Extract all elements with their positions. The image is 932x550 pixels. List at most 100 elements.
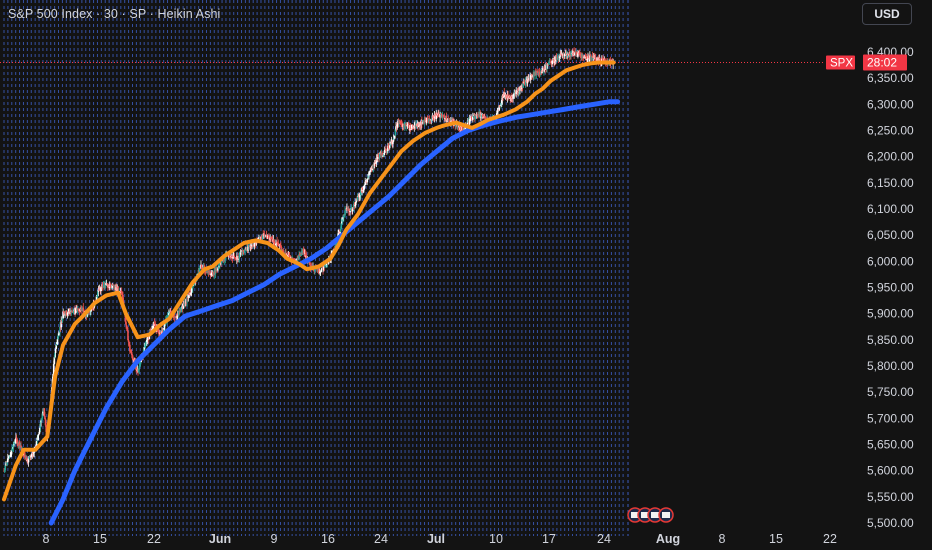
candle-body xyxy=(153,322,156,326)
candle-body xyxy=(358,196,361,198)
candle-body xyxy=(32,452,35,454)
candle-body xyxy=(445,115,448,121)
candle-body xyxy=(320,268,323,271)
candle-body xyxy=(513,93,516,95)
candle-body xyxy=(219,263,221,267)
candle-body xyxy=(348,208,350,212)
currency-button[interactable]: USD xyxy=(862,3,912,25)
candle-body xyxy=(158,329,160,334)
candle-body xyxy=(548,61,550,65)
candle-body xyxy=(122,294,124,302)
candle-body xyxy=(117,287,120,293)
candle-body xyxy=(541,71,543,73)
time-tick-label: 24 xyxy=(374,532,388,546)
candle-body xyxy=(344,210,346,216)
candle-body xyxy=(57,333,60,336)
candle-body xyxy=(474,114,477,119)
candle-body xyxy=(287,255,289,257)
candle-body xyxy=(601,58,603,62)
candle-body xyxy=(73,311,75,313)
candle-body xyxy=(145,342,148,346)
candle-body xyxy=(132,358,134,360)
candle-body xyxy=(433,114,436,119)
candle-body xyxy=(62,311,64,319)
candle-body xyxy=(568,53,571,56)
candle-body xyxy=(455,125,457,127)
candle-body xyxy=(366,178,369,180)
candle-body xyxy=(340,223,343,230)
candle-body xyxy=(167,314,170,316)
candle-body xyxy=(187,294,190,298)
candle-body xyxy=(324,264,326,267)
candle-body xyxy=(56,344,58,346)
candle-body xyxy=(298,254,301,256)
candle-body xyxy=(392,141,394,145)
candle-body xyxy=(190,289,193,293)
candle-body xyxy=(383,153,385,155)
candle-body xyxy=(66,314,68,316)
candle-body xyxy=(309,262,311,265)
price-tick-label: 6,150.00 xyxy=(867,176,914,190)
candle-body xyxy=(593,56,596,59)
time-axis[interactable]: 8 15 22 Jun 9 16 24 Jul 10 17 24 Aug 8 15 22 xyxy=(43,532,837,546)
candle-body xyxy=(480,116,482,118)
event-flags[interactable] xyxy=(627,507,674,523)
candle-body xyxy=(9,455,12,457)
candle-body xyxy=(116,287,119,292)
candle-body xyxy=(586,59,589,61)
candle-body xyxy=(243,251,246,253)
candle-body xyxy=(578,53,581,55)
candle-body xyxy=(482,114,484,117)
candle-body xyxy=(229,254,231,256)
candle-body xyxy=(403,125,406,128)
candle-body xyxy=(199,268,202,270)
candle-body xyxy=(113,284,115,288)
price-tick-label: 5,800.00 xyxy=(867,359,914,373)
candle-body xyxy=(496,111,499,114)
candle-body xyxy=(447,119,450,121)
candle-body xyxy=(352,207,355,209)
candle-body xyxy=(137,369,140,372)
candle-body xyxy=(300,254,302,256)
candle-body xyxy=(100,287,102,292)
candle-body xyxy=(573,52,576,55)
candle-body xyxy=(515,91,518,94)
candle-body xyxy=(129,344,131,352)
candle-body xyxy=(244,249,246,252)
candle-body xyxy=(556,58,558,60)
candle-body xyxy=(217,268,219,271)
candle-body xyxy=(44,419,47,426)
candle-body xyxy=(11,447,13,451)
candle-body xyxy=(86,314,89,316)
candle-body xyxy=(130,352,133,356)
price-tick-label: 5,700.00 xyxy=(867,411,914,425)
candle-body xyxy=(563,54,566,56)
candle-body xyxy=(270,237,273,239)
candle-body xyxy=(37,433,40,436)
candle-body xyxy=(300,252,303,255)
candle-body xyxy=(102,285,105,288)
candle-body xyxy=(443,115,445,118)
price-tag-countdown: 28:02 xyxy=(867,55,897,69)
candle-body xyxy=(512,95,514,99)
candle-body xyxy=(385,149,387,151)
candle-body xyxy=(457,124,460,127)
candle-body xyxy=(59,326,61,333)
candle-body xyxy=(95,296,98,301)
candle-body xyxy=(511,96,513,99)
candle-body xyxy=(588,58,591,60)
candle-body xyxy=(524,81,527,85)
candle-body xyxy=(558,57,560,60)
candle-body xyxy=(301,252,304,254)
candle-body xyxy=(424,119,427,121)
candle-body xyxy=(260,237,263,239)
candle-body xyxy=(426,118,429,120)
price-axis[interactable]: 5,500.00 5,550.00 5,600.00 5,650.00 5,700.00… xyxy=(867,45,914,530)
candle-body xyxy=(36,439,39,442)
time-tick-label: Aug xyxy=(656,532,680,546)
candle-body xyxy=(565,53,567,55)
candle-body xyxy=(553,60,556,63)
candle-body xyxy=(587,55,590,60)
candle-body xyxy=(362,190,365,192)
